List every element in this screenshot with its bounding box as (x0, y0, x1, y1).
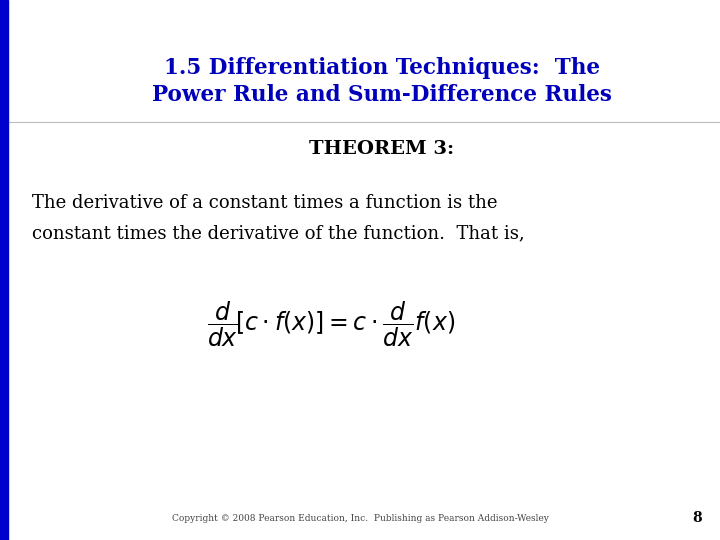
Text: THEOREM 3:: THEOREM 3: (309, 140, 454, 158)
Text: $\dfrac{d}{dx}\!\left[c \cdot f(x)\right] = c \cdot \dfrac{d}{dx}f(x)$: $\dfrac{d}{dx}\!\left[c \cdot f(x)\right… (207, 299, 455, 349)
Text: constant times the derivative of the function.  That is,: constant times the derivative of the fun… (32, 224, 525, 242)
Text: Power Rule and Sum-Difference Rules: Power Rule and Sum-Difference Rules (152, 84, 611, 106)
Text: 1.5 Differentiation Techniques:  The: 1.5 Differentiation Techniques: The (163, 57, 600, 79)
Text: The derivative of a constant times a function is the: The derivative of a constant times a fun… (32, 194, 498, 212)
Bar (0, 0, 8, 540)
Text: 8: 8 (693, 511, 702, 525)
Text: Copyright © 2008 Pearson Education, Inc.  Publishing as Pearson Addison-Wesley: Copyright © 2008 Pearson Education, Inc.… (171, 514, 549, 523)
